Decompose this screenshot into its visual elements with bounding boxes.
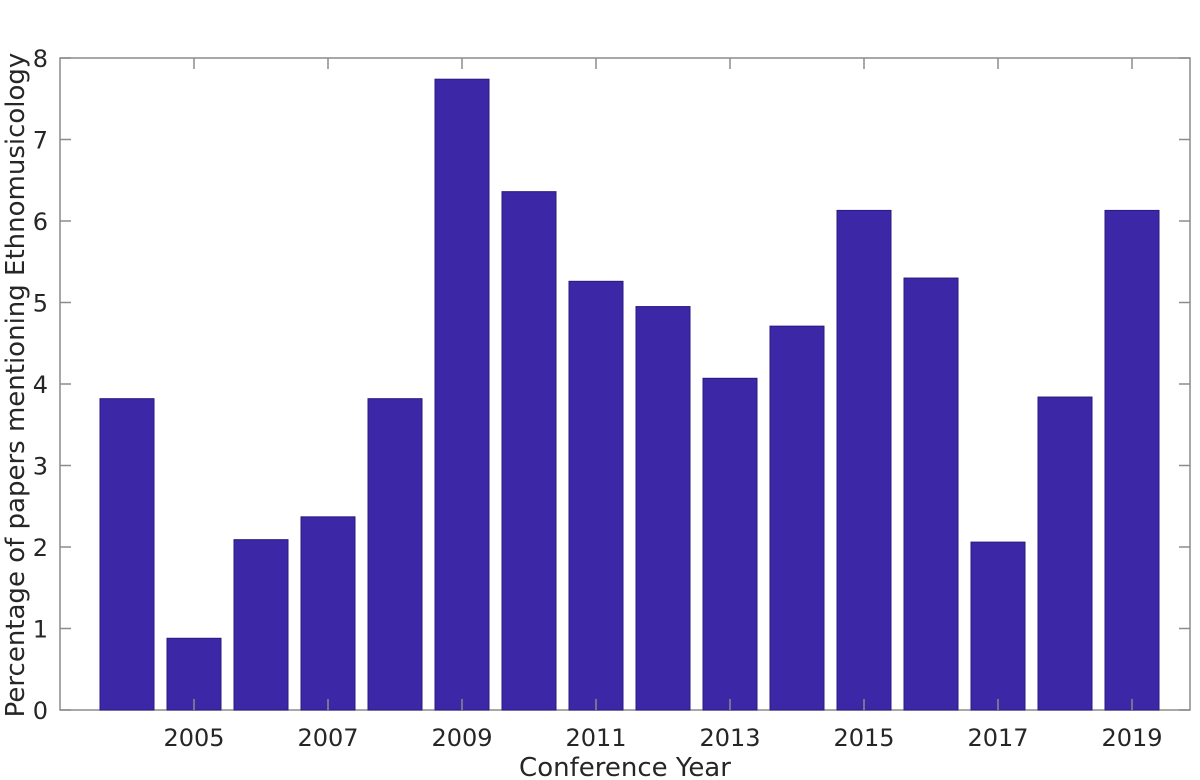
x-axis-label: Conference Year [519, 753, 731, 780]
x-axis-ticks: 2005 2007 2009 2011 2013 2015 2017 2019 [163, 58, 1163, 752]
x-tick-label: 2015 [833, 724, 894, 752]
bar-2017 [970, 541, 1026, 711]
bar-2016 [903, 277, 959, 711]
y-tick-label: 5 [33, 290, 48, 318]
bar-2008 [367, 398, 423, 711]
bar-2018 [1037, 396, 1093, 711]
y-tick-label: 3 [33, 453, 48, 481]
x-tick-label: 2019 [1101, 724, 1162, 752]
x-tick-label: 2013 [699, 724, 760, 752]
x-tick-label: 2011 [565, 724, 626, 752]
y-axis-ticks: 0 1 2 3 4 5 6 7 8 [33, 45, 1190, 725]
x-tick-label: 2007 [297, 724, 358, 752]
bar-2007 [300, 516, 356, 711]
bar-2013 [702, 377, 758, 711]
y-tick-label: 8 [33, 45, 48, 73]
bar-2015 [836, 209, 892, 711]
bar-2004 [99, 398, 155, 711]
x-tick-label: 2009 [431, 724, 492, 752]
x-tick-label: 2005 [163, 724, 224, 752]
bar-2009 [434, 78, 490, 711]
y-tick-label: 2 [33, 534, 48, 562]
bar-2014 [769, 325, 825, 711]
bar-2010 [501, 191, 557, 711]
bar-2011 [568, 280, 624, 711]
x-tick-label: 2017 [967, 724, 1028, 752]
bar-2019 [1104, 209, 1160, 711]
bar-2006 [233, 539, 289, 711]
bars [99, 78, 1160, 711]
y-tick-label: 4 [33, 371, 48, 399]
bar-2012 [635, 306, 691, 711]
y-tick-label: 1 [33, 616, 48, 644]
y-tick-label: 6 [33, 208, 48, 236]
y-tick-label: 0 [33, 697, 48, 725]
y-axis-label: Percentage of papers mentioning Ethnomus… [1, 53, 31, 718]
y-tick-label: 7 [33, 127, 48, 155]
